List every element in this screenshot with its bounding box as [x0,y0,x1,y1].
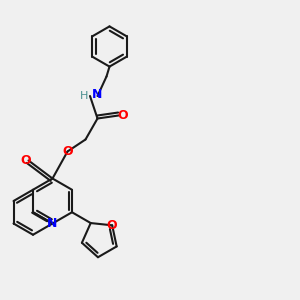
Text: N: N [47,217,58,230]
Text: H: H [80,91,88,101]
Text: O: O [62,145,73,158]
Text: O: O [20,154,31,167]
Text: O: O [107,219,118,232]
Text: N: N [92,88,103,101]
Text: O: O [118,109,128,122]
